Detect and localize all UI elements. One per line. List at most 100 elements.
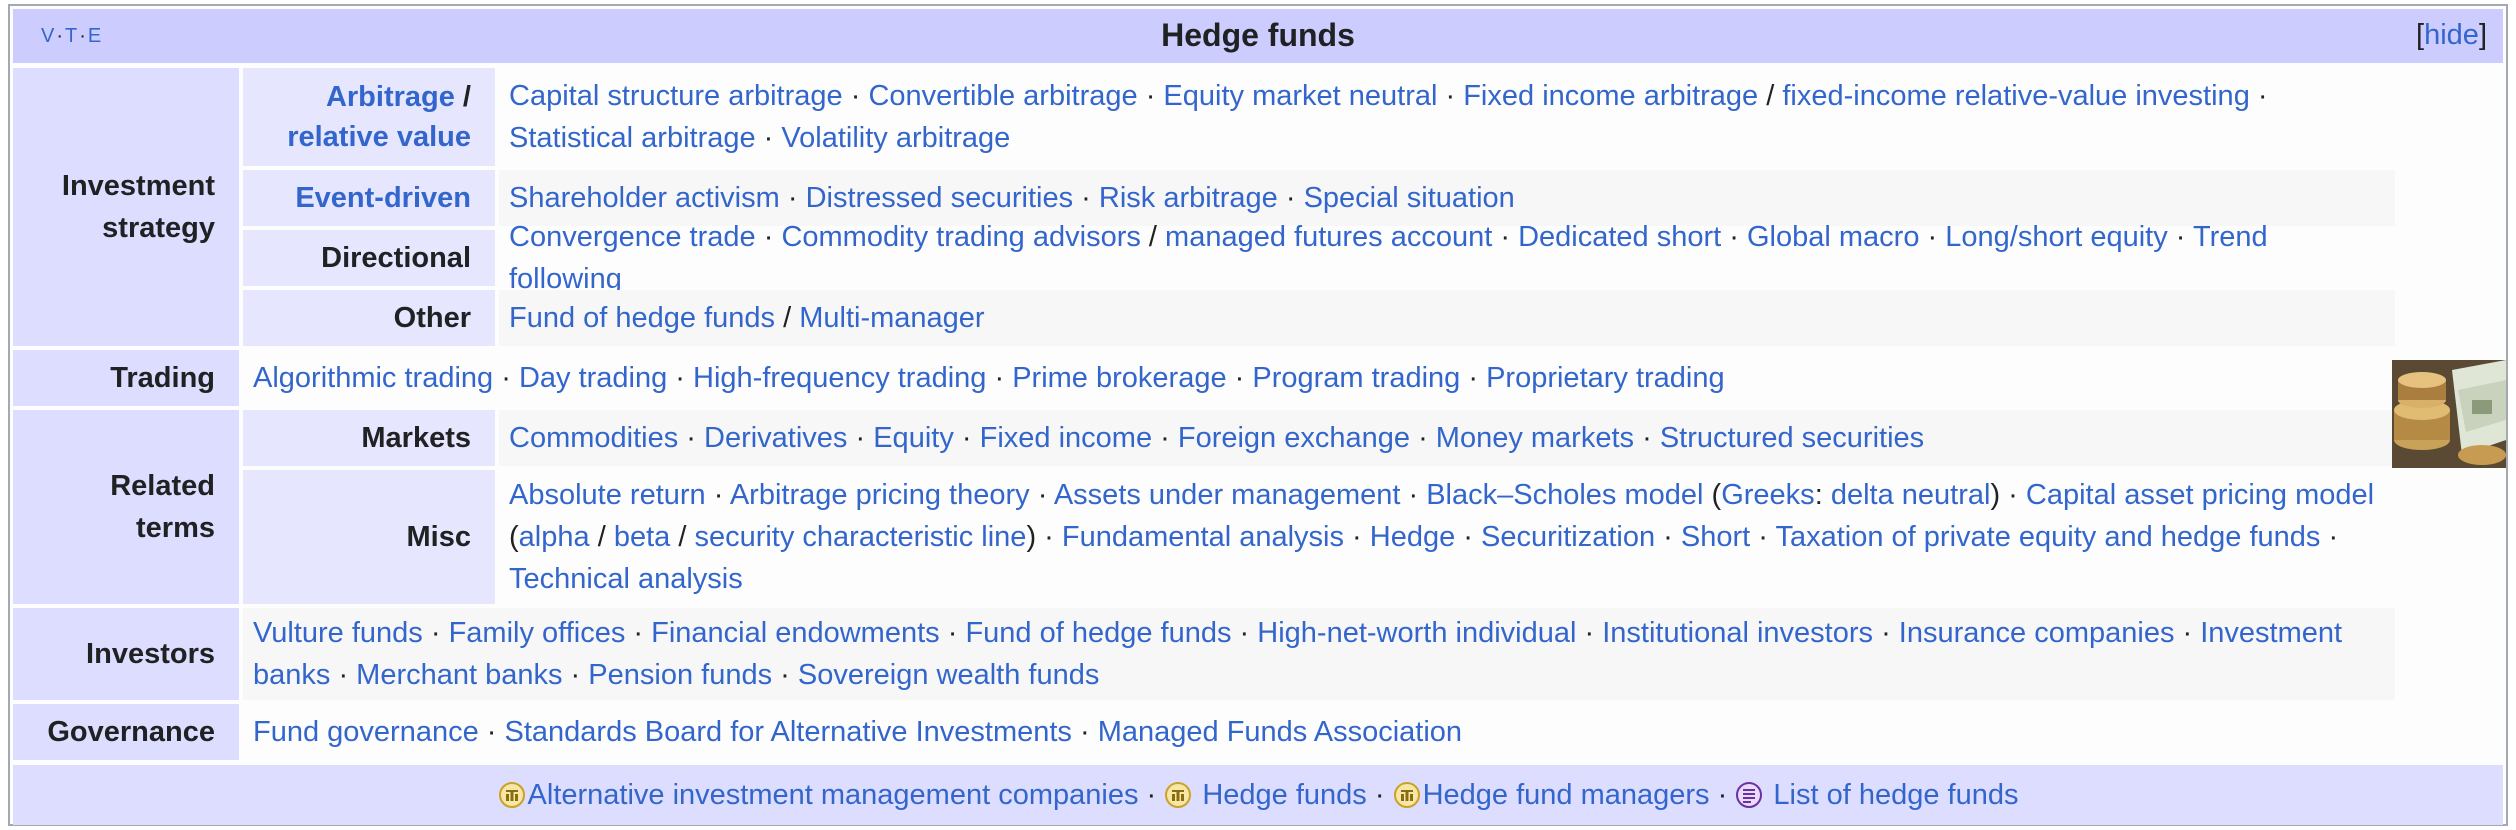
list-arbitrage-items: Capital structure arbitrage · Convertibl… bbox=[509, 80, 2268, 154]
navbox: V·T·E Hedge funds [hide] Investment stra… bbox=[8, 4, 2508, 826]
list-item[interactable]: Assets under management bbox=[1053, 479, 1401, 511]
edit-template-link[interactable]: E bbox=[87, 25, 104, 47]
navbox-footer: Alternative investment management compan… bbox=[13, 765, 2503, 825]
list-item[interactable]: Foreign exchange bbox=[1177, 422, 1411, 454]
list-item[interactable]: Investment banks bbox=[253, 617, 2343, 691]
list-item[interactable]: Special situation bbox=[1303, 182, 1515, 214]
other-label: Other bbox=[393, 302, 471, 334]
list-governance: Fund governance · Standards Board for Al… bbox=[243, 704, 2395, 760]
list-item[interactable]: Risk arbitrage bbox=[1098, 182, 1278, 214]
event-driven-link[interactable]: Event-driven bbox=[295, 182, 471, 214]
list-item[interactable]: fixed-income relative-value investing bbox=[1782, 80, 2250, 112]
list-item[interactable]: Greeks bbox=[1721, 479, 1815, 511]
list-item[interactable]: Day trading bbox=[518, 362, 668, 394]
list-item[interactable]: Capital structure arbitrage bbox=[509, 80, 843, 112]
list-item[interactable]: Shareholder activism bbox=[509, 182, 780, 214]
footer-link-alt-investment-companies[interactable]: Alternative investment management compan… bbox=[527, 779, 1139, 811]
list-item[interactable]: Family offices bbox=[448, 617, 626, 649]
list-item[interactable]: Standards Board for Alternative Investme… bbox=[504, 716, 1072, 748]
list-event-driven: Shareholder activism · Distressed securi… bbox=[499, 170, 2395, 226]
footer-link-list-of-hedge-funds[interactable]: List of hedge funds bbox=[1773, 779, 2019, 811]
list-item[interactable]: Proprietary trading bbox=[1486, 362, 1725, 394]
relative-value-link[interactable]: relative value bbox=[287, 121, 471, 153]
list-directional: Convergence trade · Commodity trading ad… bbox=[499, 221, 2395, 295]
group-label: Investment strategy bbox=[61, 170, 215, 244]
list-item[interactable]: Black–Scholes model bbox=[1426, 479, 1704, 511]
list-item[interactable]: Fixed income bbox=[979, 422, 1153, 454]
list-item[interactable]: Volatility arbitrage bbox=[781, 122, 1011, 154]
list-item[interactable]: Convergence trade bbox=[509, 221, 756, 253]
hide-toggle: [hide] bbox=[2416, 19, 2487, 51]
list-item[interactable]: Multi-manager bbox=[799, 302, 985, 334]
list-item[interactable]: security characteristic line bbox=[694, 521, 1027, 553]
list-item[interactable]: Pension funds bbox=[588, 659, 773, 691]
list-item[interactable]: Merchant banks bbox=[356, 659, 563, 691]
subgroup-other: Other bbox=[243, 290, 495, 346]
list-item[interactable]: Technical analysis bbox=[509, 563, 743, 595]
list-item[interactable]: Fixed income arbitrage bbox=[1463, 80, 1759, 112]
footer-link-hedge-fund-managers[interactable]: Hedge fund managers bbox=[1422, 779, 1710, 811]
subgroup-event-driven: Event-driven bbox=[243, 170, 495, 226]
list-item[interactable]: beta bbox=[613, 521, 671, 553]
money-image[interactable] bbox=[2392, 360, 2506, 468]
list-item[interactable]: Securitization bbox=[1481, 521, 1656, 553]
group-trading: Trading bbox=[13, 350, 239, 406]
footer-link-hedge-funds[interactable]: Hedge funds bbox=[1202, 779, 1367, 811]
group-label: Related terms bbox=[110, 470, 215, 544]
list-item[interactable]: delta neutral bbox=[1830, 479, 1991, 511]
list-item[interactable]: Distressed securities bbox=[805, 182, 1074, 214]
vte-dot: · bbox=[56, 25, 66, 47]
list-item[interactable]: Statistical arbitrage bbox=[509, 122, 756, 154]
list-item[interactable]: Dedicated short bbox=[1518, 221, 1722, 253]
list-item[interactable]: Commodities bbox=[509, 422, 679, 454]
list-item[interactable]: Fund governance bbox=[253, 716, 479, 748]
list-item[interactable]: Short bbox=[1680, 521, 1751, 553]
list-item[interactable]: Hedge bbox=[1369, 521, 1456, 553]
navbox-title: Hedge funds bbox=[1161, 17, 1355, 53]
group-investors: Investors bbox=[13, 608, 239, 700]
list-item[interactable]: Trend following bbox=[509, 221, 2268, 295]
list-item[interactable]: Long/short equity bbox=[1945, 221, 2168, 253]
list-item[interactable]: managed futures account bbox=[1165, 221, 1493, 253]
list-item[interactable]: Program trading bbox=[1252, 362, 1461, 394]
list-item[interactable]: Capital asset pricing model bbox=[2025, 479, 2375, 511]
subgroup-arbitrage: Arbitrage / relative value bbox=[243, 68, 495, 166]
hide-button[interactable]: hide bbox=[2424, 19, 2479, 51]
list-item[interactable]: Managed Funds Association bbox=[1097, 716, 1463, 748]
list-trading: Algorithmic trading · Day trading · High… bbox=[243, 350, 2395, 406]
list-item[interactable]: Algorithmic trading bbox=[253, 362, 494, 394]
category-icon bbox=[1165, 782, 1192, 808]
group-related-terms: Related terms bbox=[13, 410, 239, 604]
subgroup-directional: Directional bbox=[243, 230, 495, 286]
group-label: Trading bbox=[110, 362, 215, 394]
list-item[interactable]: Commodity trading advisors bbox=[781, 221, 1141, 253]
list-item[interactable]: Financial endowments bbox=[651, 617, 940, 649]
list-item[interactable]: Prime brokerage bbox=[1012, 362, 1227, 394]
subgroup-misc: Misc bbox=[243, 470, 495, 604]
arbitrage-link[interactable]: Arbitrage bbox=[325, 81, 455, 113]
view-template-link[interactable]: V bbox=[41, 25, 57, 47]
list-item[interactable]: Vulture funds bbox=[253, 617, 423, 649]
list-item[interactable]: Money markets bbox=[1435, 422, 1635, 454]
list-item[interactable]: Fundamental analysis bbox=[1061, 521, 1344, 553]
list-item[interactable]: Sovereign wealth funds bbox=[797, 659, 1100, 691]
list-item[interactable]: Equity market neutral bbox=[1163, 80, 1438, 112]
subgroup-markets: Markets bbox=[243, 410, 495, 466]
list-item[interactable]: Convertible arbitrage bbox=[868, 80, 1138, 112]
list-icon bbox=[1736, 782, 1763, 808]
list-item[interactable]: Fund of hedge funds bbox=[509, 302, 776, 334]
list-item[interactable]: Taxation of private equity and hedge fun… bbox=[1775, 521, 2321, 553]
list-item[interactable]: Fund of hedge funds bbox=[965, 617, 1232, 649]
list-item[interactable]: Structured securities bbox=[1659, 422, 1925, 454]
list-item[interactable]: Arbitrage pricing theory bbox=[729, 479, 1030, 511]
talk-template-link[interactable]: T bbox=[65, 25, 80, 47]
list-item[interactable]: High-frequency trading bbox=[693, 362, 987, 394]
list-item[interactable]: Equity bbox=[873, 422, 954, 454]
list-item[interactable]: High-net-worth individual bbox=[1257, 617, 1577, 649]
list-item[interactable]: Absolute return bbox=[509, 479, 706, 511]
list-item[interactable]: Institutional investors bbox=[1602, 617, 1874, 649]
list-item[interactable]: Global macro bbox=[1747, 221, 1920, 253]
list-item[interactable]: Insurance companies bbox=[1898, 617, 2175, 649]
list-item[interactable]: alpha bbox=[518, 521, 590, 553]
list-item[interactable]: Derivatives bbox=[704, 422, 848, 454]
